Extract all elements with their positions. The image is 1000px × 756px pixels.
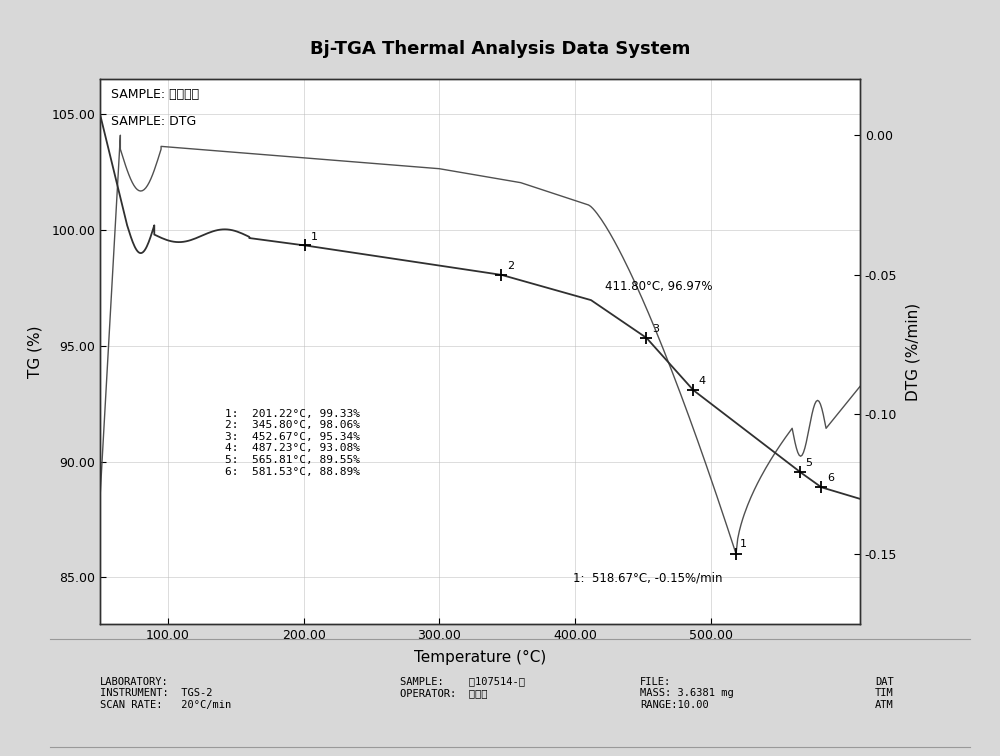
Text: 1: 1 (311, 231, 318, 242)
Text: LABORATORY:
INSTRUMENT:  TGS-2
SCAN RATE:   20°C/min: LABORATORY: INSTRUMENT: TGS-2 SCAN RATE:… (100, 677, 231, 710)
Text: Bj-TGA Thermal Analysis Data System: Bj-TGA Thermal Analysis Data System (310, 40, 690, 58)
Text: FILE:
MASS: 3.6381 mg
RANGE:10.00: FILE: MASS: 3.6381 mg RANGE:10.00 (640, 677, 734, 710)
Text: 1: 1 (740, 539, 747, 549)
Text: 6: 6 (827, 473, 834, 484)
Text: 1:  518.67°C, -0.15%/min: 1: 518.67°C, -0.15%/min (573, 572, 723, 584)
Y-axis label: TG (%): TG (%) (28, 325, 43, 378)
Y-axis label: DTG (%/min): DTG (%/min) (906, 302, 921, 401)
Text: SAMPLE: 酰醉树脂: SAMPLE: 酰醉树脂 (111, 88, 200, 101)
Text: 1:  201.22°C, 99.33%
2:  345.80°C, 98.06%
3:  452.67°C, 95.34%
4:  487.23°C, 93.: 1: 201.22°C, 99.33% 2: 345.80°C, 98.06% … (225, 409, 360, 477)
X-axis label: Temperature (°C): Temperature (°C) (414, 650, 546, 665)
Text: 5: 5 (805, 458, 812, 468)
Text: 411.80°C, 96.97%: 411.80°C, 96.97% (605, 280, 712, 293)
Text: DAT
TIM
ATM: DAT TIM ATM (875, 677, 894, 710)
Text: SAMPLE:    综107514-号
OPERATOR:  张山文: SAMPLE: 综107514-号 OPERATOR: 张山文 (400, 677, 525, 699)
Text: 4: 4 (699, 376, 706, 386)
Text: 2: 2 (507, 261, 514, 271)
Text: SAMPLE: DTG: SAMPLE: DTG (111, 115, 197, 128)
Text: 3: 3 (652, 324, 659, 334)
